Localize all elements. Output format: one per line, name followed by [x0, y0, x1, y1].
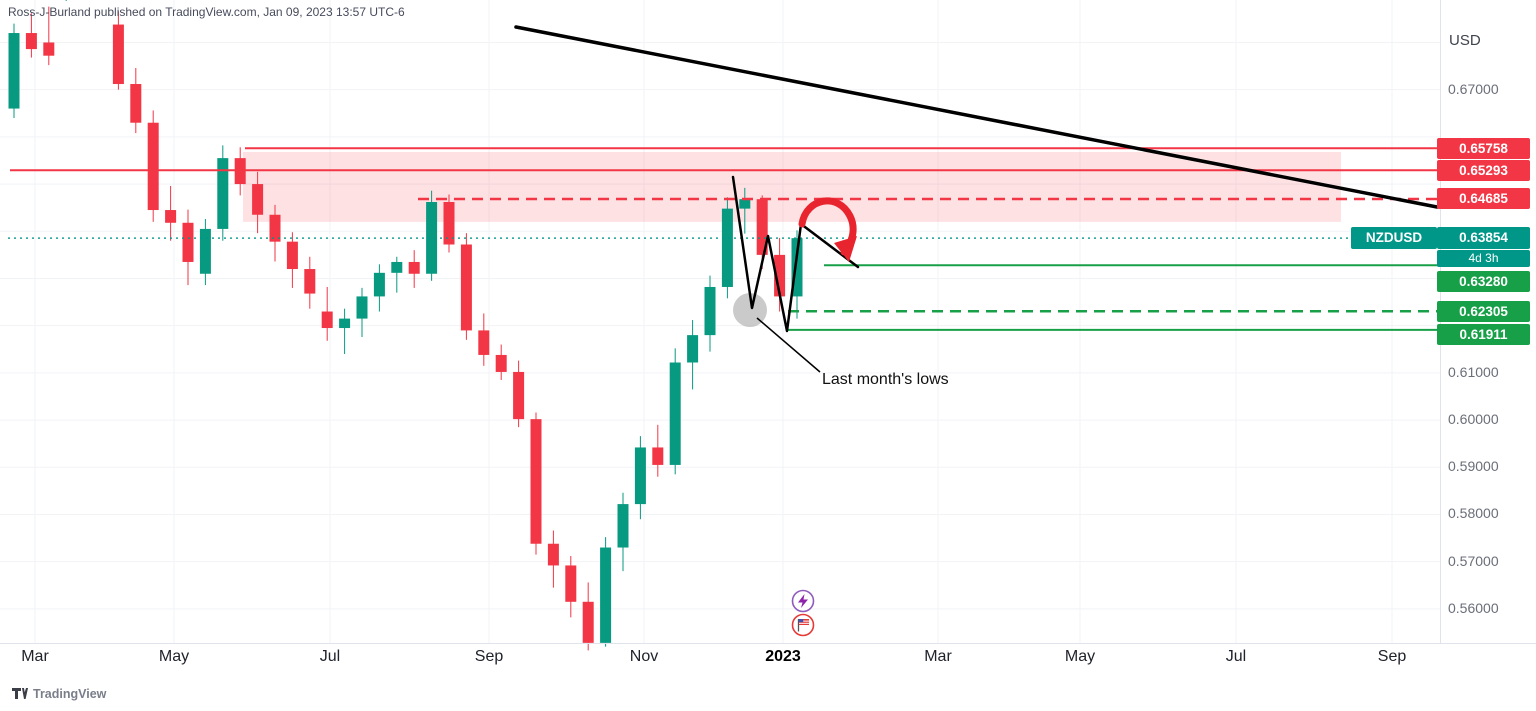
resistance-zone[interactable]	[243, 151, 1341, 222]
idea-markers[interactable]	[791, 589, 815, 637]
attribution-text: Ross-J-Burland published on TradingView.…	[8, 5, 405, 19]
price-tick-label: 0.56000	[1448, 599, 1499, 616]
price-level-badge: 0.62305	[1437, 300, 1530, 322]
time-axis-label: Sep	[474, 648, 504, 665]
price-tick-label: 0.59000	[1448, 458, 1499, 475]
drawings[interactable]	[514, 25, 1439, 373]
price-level-badge: 0.63280	[1437, 270, 1530, 292]
time-axis-label: 2023	[765, 648, 801, 665]
time-axis-label: May	[158, 648, 190, 665]
price-tick-label: 0.57000	[1448, 552, 1499, 569]
annotation-last-months-lows[interactable]: Last month's lows	[822, 371, 949, 388]
bar-countdown-badge: 4d 3h	[1437, 250, 1530, 268]
price-tick-label: 0.67000	[1448, 80, 1499, 97]
red-curl-arrowhead	[834, 236, 857, 262]
tradingview-logo-icon	[12, 688, 28, 699]
gridlines	[0, 0, 1440, 643]
time-axis[interactable]: Mar May Jul Sep Nov 2023 Mar May Jul Sep	[0, 644, 1440, 674]
price-level-badge: 0.61911	[1437, 323, 1530, 345]
time-axis-label: Mar	[924, 648, 952, 665]
time-axis-label: Sep	[1377, 648, 1407, 665]
tradingview-logo[interactable]: TradingView	[12, 687, 106, 701]
tradingview-logo-text: TradingView	[33, 687, 107, 701]
candlestick-series	[8, 0, 803, 651]
symbol-badge: NZDUSD	[1351, 227, 1437, 250]
price-level-badge: 0.64685	[1437, 188, 1530, 210]
price-axis[interactable]: 0.67000 0.61000 0.60000 0.59000 0.58000 0.570…	[1437, 0, 1536, 643]
time-axis-label: Jul	[1225, 648, 1247, 665]
price-axis-currency-label: USD	[1449, 32, 1481, 49]
time-axis-label: Mar	[21, 648, 49, 665]
price-tick-label: 0.60000	[1448, 411, 1499, 428]
time-axis-label: Jul	[319, 648, 341, 665]
descending-trendline	[514, 25, 1439, 209]
price-tick-label: 0.58000	[1448, 505, 1499, 522]
projected-path-zigzag	[731, 175, 860, 333]
price-levels[interactable]	[10, 147, 1440, 331]
current-price-badge: 0.63854	[1437, 227, 1530, 250]
price-tick-label: 0.61000	[1448, 363, 1499, 380]
price-level-badge: 0.65293	[1437, 159, 1530, 181]
time-axis-label: Nov	[629, 648, 659, 665]
time-axis-label: May	[1064, 648, 1096, 665]
flag-icon[interactable]	[791, 613, 815, 637]
flash-icon[interactable]	[791, 589, 815, 613]
annotation-pointer-line	[756, 317, 821, 373]
price-level-badge: 0.65758	[1437, 137, 1530, 159]
